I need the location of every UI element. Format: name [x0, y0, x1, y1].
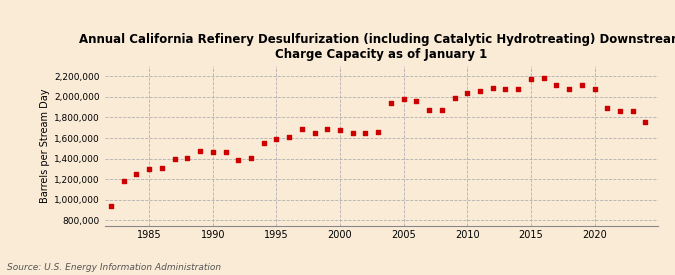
Point — [525, 77, 536, 82]
Y-axis label: Barrels per Stream Day: Barrels per Stream Day — [40, 89, 50, 203]
Point — [576, 82, 587, 87]
Point — [348, 131, 358, 135]
Point — [335, 128, 346, 132]
Point — [169, 157, 180, 161]
Point — [614, 109, 625, 114]
Point — [259, 141, 269, 145]
Point — [233, 158, 244, 162]
Text: Source: U.S. Energy Information Administration: Source: U.S. Energy Information Administ… — [7, 263, 221, 272]
Point — [538, 76, 549, 81]
Point — [487, 86, 498, 90]
Point — [462, 90, 472, 95]
Point — [207, 150, 218, 155]
Point — [500, 86, 511, 91]
Point — [437, 108, 448, 112]
Point — [296, 126, 307, 131]
Point — [589, 86, 600, 91]
Point — [373, 130, 383, 134]
Point — [182, 155, 193, 160]
Point — [385, 101, 396, 105]
Point — [513, 86, 524, 91]
Point — [564, 86, 574, 91]
Point — [157, 166, 167, 170]
Point — [309, 131, 320, 135]
Point — [220, 150, 231, 155]
Point — [551, 82, 562, 87]
Point — [131, 172, 142, 176]
Point — [449, 96, 460, 100]
Point — [284, 135, 294, 139]
Point — [424, 108, 435, 112]
Title: Annual California Refinery Desulfurization (including Catalytic Hydrotreating) D: Annual California Refinery Desulfurizati… — [80, 33, 675, 61]
Point — [246, 155, 256, 160]
Point — [398, 97, 409, 101]
Point — [640, 119, 651, 124]
Point — [411, 99, 422, 103]
Point — [322, 126, 333, 131]
Point — [144, 167, 155, 171]
Point — [475, 89, 485, 93]
Point — [602, 106, 613, 110]
Point — [194, 149, 205, 154]
Point — [118, 179, 129, 183]
Point — [360, 131, 371, 135]
Point — [105, 204, 116, 208]
Point — [627, 109, 638, 114]
Point — [271, 137, 281, 141]
